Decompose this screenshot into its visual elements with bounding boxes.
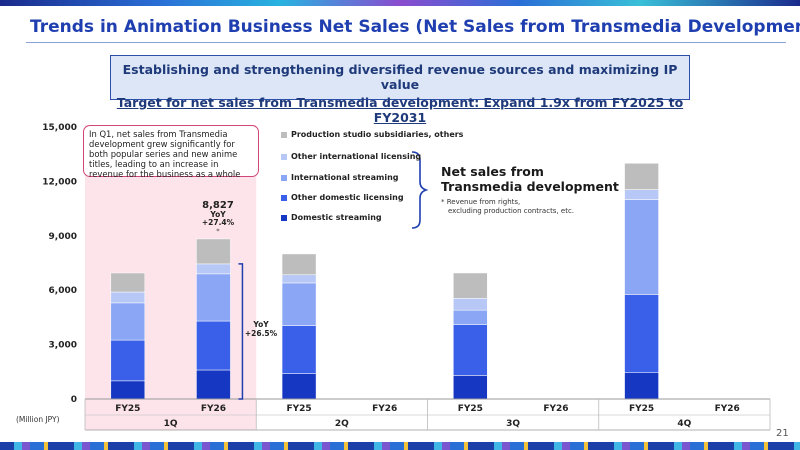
legend-item-domestic-streaming: Domestic streaming <box>281 213 382 222</box>
bar-segment <box>110 380 146 400</box>
unit-label: (Million JPY) <box>16 415 60 424</box>
bar-segment <box>453 272 488 299</box>
bar-segment <box>110 272 146 293</box>
y-tick-label: 6,000 <box>49 286 77 296</box>
bar-segment <box>196 369 231 400</box>
bottom-decor-stripe <box>0 442 800 450</box>
bar-segment <box>624 372 659 400</box>
bar-segment <box>281 274 317 284</box>
total-note: * <box>216 227 220 235</box>
total-yoy-pct: +27.4% <box>201 218 235 227</box>
bar-segment <box>110 339 146 382</box>
fy26-1q-total-label: 8,827 YoY +27.4% * <box>198 200 238 235</box>
x-tick-label: FY26 <box>201 404 226 414</box>
transmedia-note-line2: excluding production contracts, etc. <box>448 207 575 215</box>
x-tick-label: FY25 <box>115 404 140 414</box>
legend-swatch <box>281 153 287 160</box>
legend-swatch <box>281 131 287 138</box>
legend-label: Production studio subsidiaries, others <box>291 130 464 139</box>
bar-segment <box>624 294 659 373</box>
x-tick-label: FY25 <box>629 404 654 414</box>
legend-item-production-studio: Production studio subsidiaries, others <box>281 130 463 139</box>
transmedia-yoy-label: YoY +26.5% <box>243 320 279 338</box>
bracket-yoy-pct: +26.5% <box>244 329 278 338</box>
y-tick-label: 9,000 <box>49 232 77 242</box>
bracket-yoy-word: YoY <box>253 320 269 329</box>
transmedia-note-line1: * Revenue from rights, <box>441 198 521 206</box>
legend-swatch <box>281 194 287 201</box>
q1-callout: In Q1, net sales from Transmedia develop… <box>83 125 259 179</box>
legend-label: Other domestic licensing <box>291 193 404 202</box>
x-tick-label: FY25 <box>286 404 311 414</box>
y-tick-label: 3,000 <box>49 341 77 351</box>
headline-box: Establishing and strengthening diversifi… <box>110 55 690 125</box>
y-tick-label: 12,000 <box>42 177 77 187</box>
bar-segment <box>196 238 231 265</box>
transmedia-title-line2: Transmedia development <box>441 179 619 194</box>
bar-segment <box>110 302 146 341</box>
transmedia-brace <box>411 151 429 229</box>
transmedia-annotation: Net sales from Transmedia development * … <box>441 164 619 216</box>
total-yoy-word: YoY <box>210 210 226 219</box>
total-value: 8,827 <box>202 200 234 211</box>
transmedia-title-line1: Net sales from <box>441 164 544 179</box>
legend-item-other-international-licensing: Other international licensing <box>281 152 421 161</box>
bar-segment <box>624 189 659 200</box>
bar-segment <box>110 291 146 304</box>
x-tick-label: FY25 <box>458 404 483 414</box>
yoy-bracket-line <box>238 263 244 400</box>
x-tick-label: FY26 <box>543 404 568 414</box>
headline-line1: Establishing and strengthening diversifi… <box>122 62 678 92</box>
page-number: 21 <box>776 428 789 439</box>
bar-segment <box>281 253 317 276</box>
legend-item-international-streaming: International streaming <box>281 173 399 182</box>
bar-segment <box>196 320 231 371</box>
bar-segment <box>453 298 488 311</box>
x-tick-label: FY26 <box>715 404 740 414</box>
bar-segment <box>624 199 659 295</box>
page-title: Trends in Animation Business Net Sales (… <box>30 17 800 37</box>
legend-item-other-domestic-licensing: Other domestic licensing <box>281 193 404 202</box>
top-decor-stripe <box>0 0 800 6</box>
bar-segment <box>281 373 317 400</box>
x-tick-label: FY26 <box>372 404 397 414</box>
quarter-label: 4Q <box>677 419 691 429</box>
legend-swatch <box>281 174 287 181</box>
bar-segment <box>196 263 231 275</box>
legend-swatch <box>281 214 287 221</box>
legend-label: Other international licensing <box>291 152 422 161</box>
bar-segment <box>453 309 488 325</box>
y-tick-label: 15,000 <box>42 123 77 133</box>
legend-label: International streaming <box>291 173 399 182</box>
quarter-label: 3Q <box>506 419 520 429</box>
headline-line2: Target for net sales from Transmedia dev… <box>116 95 684 125</box>
bar-segment <box>281 282 317 326</box>
bar-segment <box>453 375 488 400</box>
bar-segment <box>196 273 231 322</box>
quarter-label: 1Q <box>164 419 178 429</box>
title-divider <box>26 42 786 43</box>
legend-label: Domestic streaming <box>291 213 382 222</box>
bar-segment <box>453 324 488 376</box>
quarter-label: 2Q <box>335 419 349 429</box>
bar-segment <box>624 163 659 190</box>
bar-segment <box>281 325 317 374</box>
y-tick-label: 0 <box>71 395 77 405</box>
